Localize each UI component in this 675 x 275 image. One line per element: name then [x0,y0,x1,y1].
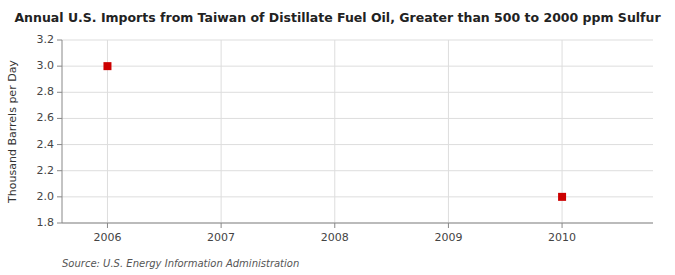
y-grid-line [62,223,653,224]
x-grid-line [334,40,335,223]
y-tick [57,118,62,119]
y-tick [57,92,62,93]
axes: 1.8 2.0 2.2 2.4 2.6 2.8 3.0 3.2 2006 2007 2008 2009… [37,33,654,244]
y-grid-line [62,170,653,171]
x-tick [562,223,563,228]
y-tick [57,40,62,41]
x-tick-label: 2010 [548,231,576,244]
y-grid-line [62,118,653,119]
x-tick [221,223,222,228]
y-tick [57,66,62,67]
x-tick [107,223,108,228]
y-tick-label: 2.8 [37,85,55,98]
x-tick [448,223,449,228]
x-tick-label: 2008 [321,231,349,244]
x-tick [334,223,335,228]
grid [62,40,653,223]
x-tick-label: 2007 [207,231,235,244]
x-axis-line [62,223,653,224]
y-tick [57,170,62,171]
y-tick-label: 3.0 [37,59,55,72]
y-grid-line [62,144,653,145]
y-tick [57,223,62,224]
point [103,62,111,70]
y-tick [57,196,62,197]
y-grid-line [62,66,653,67]
y-tick-label: 2.4 [37,138,55,151]
chart-container: 1.8 2.0 2.2 2.4 2.6 2.8 3.0 3.2 2006 2007 2008 2009… [0,0,675,275]
x-grid-line [221,40,222,223]
y-axis-label: Thousand Barrels per Day [6,60,19,204]
x-tick-label: 2009 [434,231,462,244]
points [103,62,566,201]
x-tick-label: 2006 [93,231,121,244]
source-note: Source: U.S. Energy Information Administ… [62,258,299,269]
y-tick-label: 2.0 [37,190,55,203]
y-tick-label: 1.8 [37,216,55,229]
y-tick [57,144,62,145]
x-grid-line [448,40,449,223]
y-grid-line [62,92,653,93]
title: Annual U.S. Imports from Taiwan of Disti… [14,10,661,25]
chart-svg: 1.8 2.0 2.2 2.4 2.6 2.8 3.0 3.2 2006 2007 2008 2009… [0,0,675,275]
y-tick-label: 2.6 [37,111,55,124]
y-tick-label: 2.2 [37,164,55,177]
y-axis-line [62,40,63,223]
y-grid-line [62,40,653,41]
y-tick-label: 3.2 [37,33,55,46]
point [558,193,566,201]
